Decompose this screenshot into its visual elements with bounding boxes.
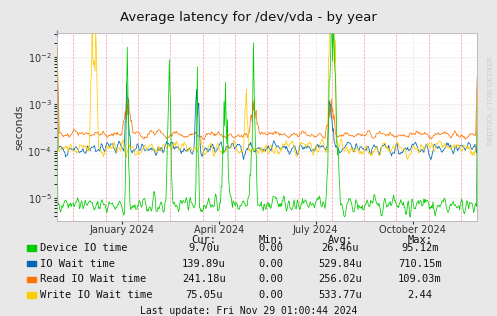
Text: Max:: Max:	[408, 235, 432, 246]
Text: 139.89u: 139.89u	[182, 258, 226, 269]
Text: 95.12m: 95.12m	[401, 243, 439, 253]
Text: Min:: Min:	[258, 235, 283, 246]
Text: RRDTOOL / TOBI OETIKER: RRDTOOL / TOBI OETIKER	[488, 57, 494, 145]
Text: IO Wait time: IO Wait time	[40, 258, 115, 269]
Text: 2.44: 2.44	[408, 290, 432, 300]
Text: 26.46u: 26.46u	[322, 243, 359, 253]
Text: Last update: Fri Nov 29 01:00:44 2024: Last update: Fri Nov 29 01:00:44 2024	[140, 306, 357, 316]
Text: Device IO time: Device IO time	[40, 243, 127, 253]
Text: Read IO Wait time: Read IO Wait time	[40, 274, 146, 284]
Text: Cur:: Cur:	[191, 235, 216, 246]
Text: 0.00: 0.00	[258, 243, 283, 253]
Text: 0.00: 0.00	[258, 258, 283, 269]
Text: 710.15m: 710.15m	[398, 258, 442, 269]
Text: 0.00: 0.00	[258, 274, 283, 284]
Text: 256.02u: 256.02u	[319, 274, 362, 284]
Text: Average latency for /dev/vda - by year: Average latency for /dev/vda - by year	[120, 11, 377, 24]
Text: 241.18u: 241.18u	[182, 274, 226, 284]
Text: 529.84u: 529.84u	[319, 258, 362, 269]
Y-axis label: seconds: seconds	[14, 105, 25, 150]
Text: Write IO Wait time: Write IO Wait time	[40, 290, 152, 300]
Text: 0.00: 0.00	[258, 290, 283, 300]
Text: 75.05u: 75.05u	[185, 290, 223, 300]
Text: 109.03m: 109.03m	[398, 274, 442, 284]
Text: 533.77u: 533.77u	[319, 290, 362, 300]
Text: 9.70u: 9.70u	[188, 243, 219, 253]
Text: Avg:: Avg:	[328, 235, 353, 246]
